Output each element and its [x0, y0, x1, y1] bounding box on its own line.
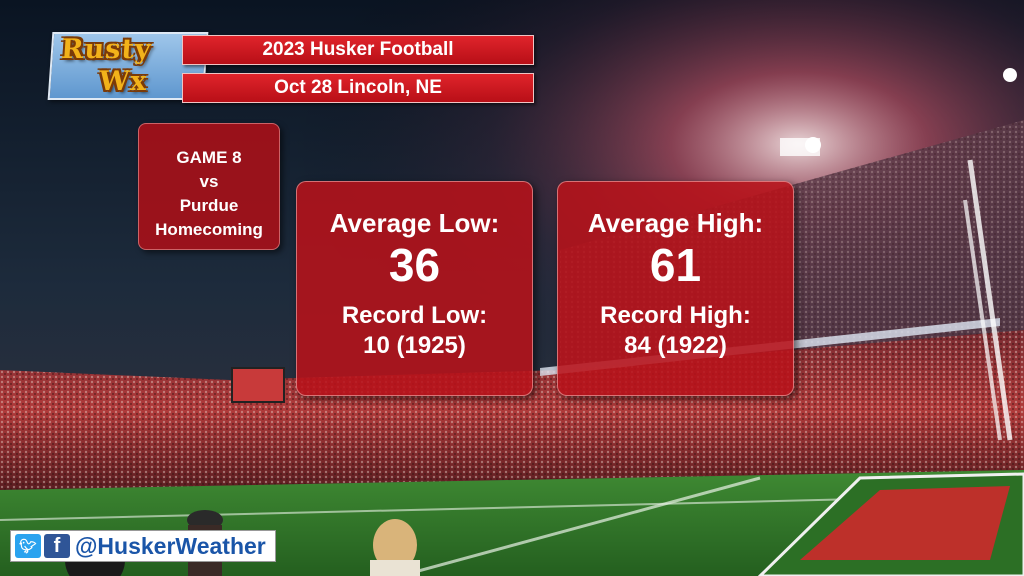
- twitter-icon: 🐦︎: [15, 534, 41, 558]
- record-low-value: 10 (1925): [363, 332, 466, 359]
- average-low-label: Average Low:: [329, 208, 500, 238]
- average-low-value: 36: [388, 239, 441, 291]
- average-high-label: Average High:: [587, 208, 764, 238]
- logo-line-2: Wx: [97, 66, 149, 97]
- game-vs: vs: [199, 172, 219, 191]
- header-subtitle: Oct 28 Lincoln, NE: [182, 73, 534, 103]
- record-high-label: Record High:: [600, 302, 751, 329]
- game-info-box: GAME 8 vs Purdue Homecoming: [138, 123, 280, 250]
- facebook-icon: f: [44, 534, 70, 558]
- record-high-value: 84 (1922): [624, 332, 727, 359]
- record-low-label: Record Low:: [341, 302, 488, 329]
- low-temperature-card: Average Low: 36 Record Low: 10 (1925): [296, 181, 533, 396]
- game-opponent: Purdue: [179, 196, 239, 215]
- average-high-value: 61: [649, 239, 702, 291]
- game-event: Homecoming: [155, 220, 263, 239]
- social-handle: @HuskerWeather: [75, 532, 266, 559]
- game-number: GAME 8: [176, 148, 242, 167]
- logo-line-1: Rusty: [60, 34, 153, 65]
- header-title: 2023 Husker Football: [182, 35, 534, 65]
- high-temperature-card: Average High: 61 Record High: 84 (1922): [557, 181, 794, 396]
- social-handle-badge: 🐦︎ f @HuskerWeather: [10, 530, 276, 562]
